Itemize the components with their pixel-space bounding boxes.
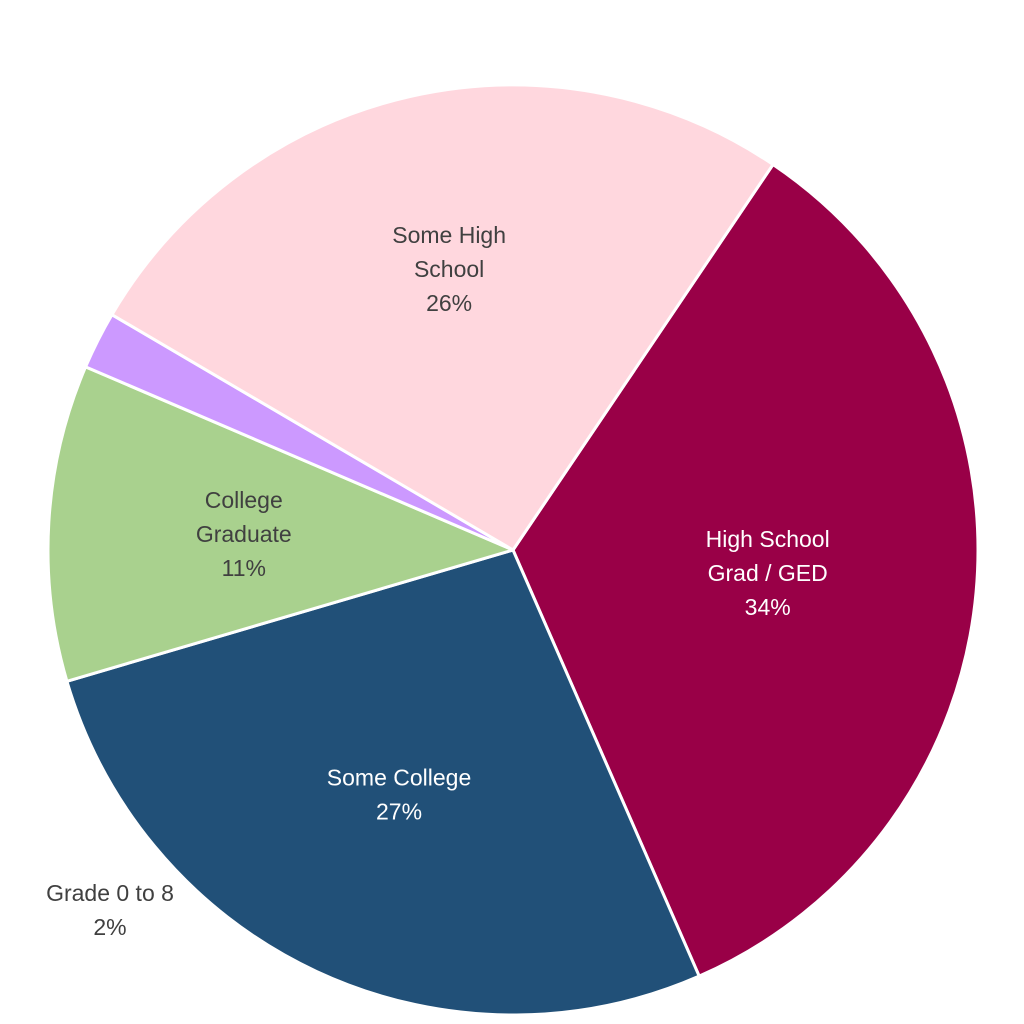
slice-category-line: Some High [392, 222, 506, 248]
slice-category-line: Some College [327, 764, 471, 790]
pie-slice-some-high-school [110, 83, 775, 552]
slice-category-line: School [414, 256, 484, 282]
slice-label-2: College Graduate 11% [196, 487, 292, 581]
slice-label-4: Some High School 26% [392, 222, 506, 316]
slice-category-line: Grad / GED [708, 560, 828, 586]
pie-slice-some-college [65, 548, 701, 1017]
slice-category-line: High School [706, 526, 830, 552]
pie-slice-high-school-grad-ged [511, 162, 980, 978]
slice-label-0: High School Grad / GED 34% [706, 526, 830, 620]
slice-category-line: Graduate [196, 521, 292, 547]
slice-percent: 34% [745, 594, 791, 620]
slice-category-line: Grade 0 to 8 [46, 880, 174, 906]
slice-category-line: College [205, 487, 283, 513]
slice-percent: 2% [93, 914, 126, 940]
slice-percent: 26% [426, 290, 472, 316]
slice-label-3: Grade 0 to 8 2% [46, 880, 174, 940]
slice-percent: 27% [376, 798, 422, 824]
slice-percent: 11% [222, 555, 266, 581]
pie-slice-college-graduate [46, 365, 515, 683]
slice-label-1: Some College 27% [327, 764, 471, 824]
